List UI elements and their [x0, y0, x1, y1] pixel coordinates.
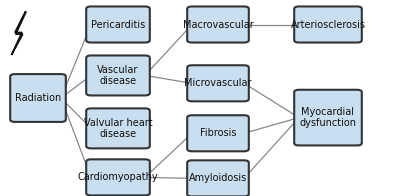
FancyBboxPatch shape [294, 90, 362, 145]
FancyBboxPatch shape [86, 159, 150, 195]
FancyBboxPatch shape [86, 108, 150, 148]
Text: Cardiomyopathy: Cardiomyopathy [78, 172, 158, 182]
Polygon shape [12, 12, 26, 55]
FancyBboxPatch shape [10, 74, 66, 122]
Text: Myocardial
dysfunction: Myocardial dysfunction [300, 107, 356, 128]
FancyBboxPatch shape [187, 115, 249, 151]
Text: Vascular
disease: Vascular disease [97, 65, 139, 86]
FancyBboxPatch shape [187, 6, 249, 43]
Text: Fibrosis: Fibrosis [200, 128, 236, 138]
Text: Microvascular: Microvascular [184, 78, 252, 88]
Text: Radiation: Radiation [15, 93, 61, 103]
Text: Macrovascular: Macrovascular [183, 19, 253, 30]
FancyBboxPatch shape [86, 55, 150, 95]
FancyBboxPatch shape [294, 6, 362, 43]
FancyBboxPatch shape [86, 6, 150, 43]
Text: Valvular heart
disease: Valvular heart disease [84, 118, 152, 139]
Text: Pericarditis: Pericarditis [91, 19, 145, 30]
Text: Amyloidosis: Amyloidosis [189, 173, 247, 183]
FancyBboxPatch shape [187, 65, 249, 101]
Text: Arteriosclerosis: Arteriosclerosis [290, 19, 366, 30]
FancyBboxPatch shape [187, 160, 249, 196]
